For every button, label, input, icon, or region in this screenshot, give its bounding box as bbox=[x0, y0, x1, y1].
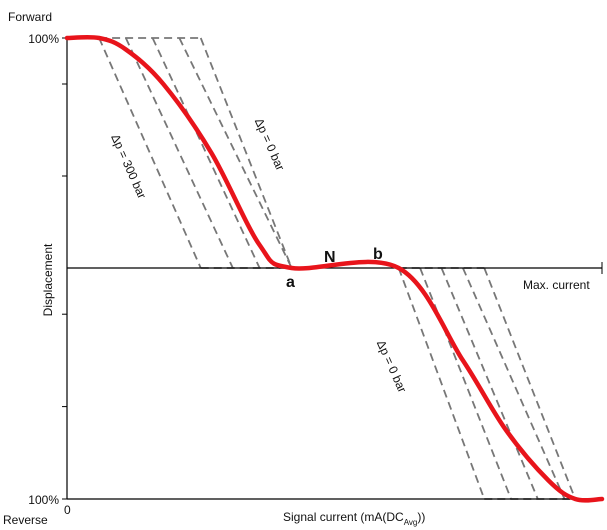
y-top-label: Forward bbox=[8, 10, 52, 24]
axes bbox=[62, 37, 603, 500]
x-origin-label: 0 bbox=[64, 503, 71, 517]
minor-ticks bbox=[62, 83, 67, 408]
y-tick-bottom-label: 100% bbox=[28, 493, 59, 507]
forward-dashed-line-3 bbox=[151, 37, 261, 269]
forward-dashed-line-1 bbox=[98, 37, 202, 269]
series-curve bbox=[64, 34, 605, 503]
point-b-label: b bbox=[373, 246, 383, 263]
point-a-label: a bbox=[286, 274, 295, 291]
annotation-reverse-dp0: Δp = 0 bar bbox=[374, 338, 409, 395]
forward-dashed-line-5 bbox=[199, 37, 293, 269]
reverse-dashed-line-2 bbox=[419, 267, 512, 500]
x-axis-label-sub: Avg bbox=[404, 518, 418, 527]
x-axis-label-end: )) bbox=[417, 510, 425, 524]
x-axis-label: Signal current (mA(DCAvg)) bbox=[283, 510, 425, 527]
x-axis-label-main: Signal current (mA(DC bbox=[283, 510, 404, 524]
x-max-label: Max. current bbox=[523, 278, 590, 292]
reverse-dashed-line-1 bbox=[397, 267, 486, 500]
reverse-dashed-line-4 bbox=[462, 267, 566, 500]
forward-dashed-line-2 bbox=[125, 37, 234, 269]
y-bottom-label: Reverse bbox=[3, 513, 48, 527]
point-n-label: N bbox=[324, 249, 336, 266]
series-line-1 bbox=[64, 34, 605, 503]
annotation-forward-dp0: Δp = 0 bar bbox=[252, 116, 287, 173]
reverse-dashed-line-3 bbox=[440, 267, 539, 500]
forward-dashed-line-4 bbox=[178, 37, 293, 269]
annotation-forward-dp300: Δp = 300 bar bbox=[108, 132, 149, 201]
y-axis-label: Displacement bbox=[41, 243, 55, 316]
y-tick-top-label: 100% bbox=[28, 32, 59, 46]
reverse-dashed-line-5 bbox=[483, 267, 577, 500]
